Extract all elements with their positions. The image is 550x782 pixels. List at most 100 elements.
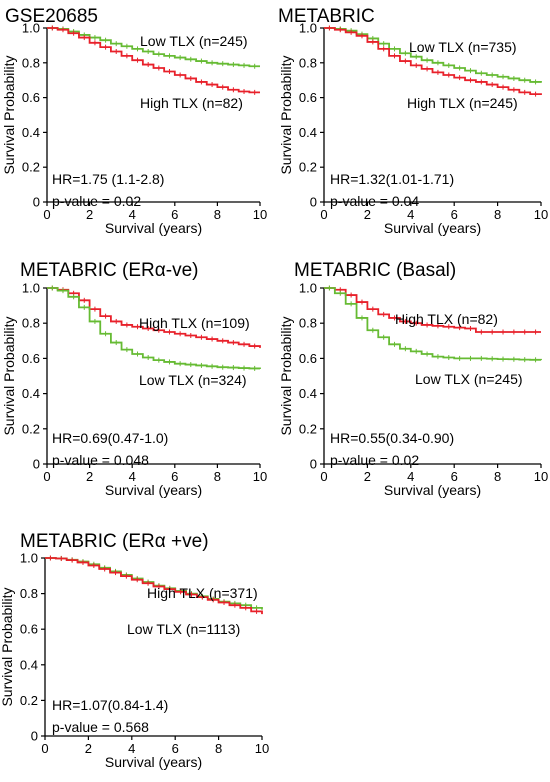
p-value-text: p-value = 0.04 — [330, 193, 419, 209]
y-tick-label: 0 — [33, 457, 40, 472]
hazard-ratio-text: HR=0.55(0.34-0.90) — [330, 430, 454, 446]
x-tick-label: 8 — [214, 207, 221, 222]
y-axis-label: Survival Probability — [0, 587, 15, 706]
y-tick-label: 0 — [310, 457, 317, 472]
x-tick-label: 10 — [534, 469, 548, 484]
y-tick-label: 0.2 — [299, 421, 317, 436]
y-tick-label: 0 — [310, 195, 317, 210]
y-tick-label: 0 — [33, 195, 40, 210]
y-tick-label: 0.4 — [22, 386, 40, 401]
x-tick-label: 6 — [171, 469, 178, 484]
x-tick-label: 2 — [86, 207, 93, 222]
x-tick-label: 0 — [320, 469, 327, 484]
x-tick-label: 0 — [320, 207, 327, 222]
x-axis-label: Survival (years) — [384, 482, 481, 498]
x-tick-label: 0 — [43, 469, 50, 484]
y-tick-label: 0.6 — [299, 90, 317, 105]
x-tick-label: 4 — [129, 469, 136, 484]
y-tick-label: 0.8 — [20, 586, 38, 601]
y-tick-label: 0.4 — [299, 386, 317, 401]
series-label-1: Low TLX (n=245) — [140, 33, 248, 49]
p-value-text: p-value = 0.02 — [52, 193, 141, 209]
x-axis-label: Survival (years) — [105, 754, 202, 770]
series-line-2 — [47, 287, 261, 370]
series-label-2: High TLX (n=245) — [407, 95, 518, 111]
y-axis-label: Survival Probability — [278, 55, 294, 174]
y-axis-label: Survival Probability — [1, 316, 17, 435]
x-tick-label: 8 — [214, 469, 221, 484]
y-tick-label: 0.6 — [22, 90, 40, 105]
y-tick-label: 0.8 — [299, 316, 317, 331]
x-tick-label: 2 — [85, 741, 92, 756]
panel-title: METABRIC (ERα +ve) — [20, 531, 209, 552]
x-tick-label: 8 — [494, 207, 501, 222]
x-tick-label: 6 — [451, 469, 458, 484]
series-label-1: High TLX (n=109) — [139, 315, 250, 331]
series-label-2: High TLX (n=371) — [147, 585, 258, 601]
p-value-text: p-value = 0.02 — [330, 452, 419, 468]
x-tick-label: 10 — [253, 469, 267, 484]
y-tick-label: 0.2 — [299, 160, 317, 175]
series-line-2 — [45, 557, 263, 615]
x-tick-label: 6 — [171, 207, 178, 222]
series-label-2: Low TLX (n=324) — [139, 372, 247, 388]
x-tick-label: 8 — [494, 469, 501, 484]
y-tick-label: 1.0 — [299, 21, 317, 36]
hazard-ratio-text: HR=1.32(1.01-1.71) — [330, 171, 454, 187]
km-panel-3: METABRIC (ERα-ve) 0 0.2 0.4 0.6 0.8 1.0 0 2 4 6 8 10… — [1, 260, 267, 498]
x-tick-label: 10 — [255, 741, 269, 756]
x-axis-label: Survival (years) — [384, 220, 481, 236]
x-tick-label: 10 — [534, 207, 548, 222]
series-label-1: Low TLX (n=735) — [409, 39, 517, 55]
series-line-2 — [324, 27, 542, 96]
panel-title: METABRIC (Basal) — [294, 260, 456, 281]
y-tick-label: 1.0 — [299, 281, 317, 296]
series-label-2: High TLX (n=82) — [140, 95, 243, 111]
x-tick-label: 0 — [43, 207, 50, 222]
y-axis-label: Survival Probability — [278, 316, 294, 435]
x-tick-label: 10 — [253, 207, 267, 222]
series-line-1 — [47, 287, 261, 348]
y-axis-label: Survival Probability — [1, 55, 17, 174]
y-tick-label: 0.4 — [299, 125, 317, 140]
x-tick-label: 6 — [172, 741, 179, 756]
series-label-1: Low TLX (n=1113) — [127, 621, 240, 637]
y-tick-label: 0.8 — [22, 55, 40, 70]
hazard-ratio-text: HR=1.07(0.84-1.4) — [52, 697, 168, 713]
x-axis-label: Survival (years) — [105, 220, 202, 236]
panel-title: METABRIC — [278, 6, 375, 27]
y-tick-label: 0.6 — [20, 622, 38, 637]
series-line-2 — [324, 287, 542, 361]
hazard-ratio-text: HR=0.69(0.47-1.0) — [52, 430, 168, 446]
x-tick-label: 4 — [129, 207, 136, 222]
y-tick-label: 0.2 — [20, 693, 38, 708]
x-tick-label: 2 — [364, 469, 371, 484]
y-tick-label: 1.0 — [22, 281, 40, 296]
p-value-text: p-value = 0.048 — [52, 452, 149, 468]
km-panel-4: METABRIC (Basal) 0 0.2 0.4 0.6 0.8 1.0 0 2 4 6 8 10 S… — [278, 260, 548, 498]
x-tick-label: 2 — [86, 469, 93, 484]
series-label-1: High TLX (n=82) — [395, 311, 498, 327]
km-panel-1: GSE20685 0 0.2 0.4 0.6 0.8 1.0 0 2 4 6 8 10 Survival … — [1, 6, 267, 236]
x-tick-label: 0 — [41, 741, 48, 756]
y-tick-label: 1.0 — [20, 551, 38, 566]
y-tick-label: 0.4 — [20, 657, 38, 672]
y-tick-label: 0.6 — [299, 351, 317, 366]
x-tick-label: 4 — [407, 469, 414, 484]
series-line-1 — [324, 27, 542, 83]
km-panel-5: METABRIC (ERα +ve) 0 0.2 0.4 0.6 0.8 1.0 0 2 4 6 8 1… — [0, 531, 269, 770]
y-tick-label: 0.6 — [22, 351, 40, 366]
panel-title: METABRIC (ERα-ve) — [20, 260, 198, 281]
series-line-1 — [324, 287, 541, 333]
panel-title: GSE20685 — [5, 6, 98, 27]
p-value-text: p-value = 0.568 — [52, 719, 149, 735]
x-tick-label: 8 — [215, 741, 222, 756]
y-tick-label: 0.2 — [22, 160, 40, 175]
y-tick-label: 0.8 — [22, 316, 40, 331]
hazard-ratio-text: HR=1.75 (1.1-2.8) — [52, 171, 164, 187]
km-panel-2: METABRIC 0 0.2 0.4 0.6 0.8 1.0 0 2 4 6 8 10 Survival … — [278, 6, 548, 236]
series-label-2: Low TLX (n=245) — [415, 371, 523, 387]
y-tick-label: 0 — [31, 729, 38, 744]
x-tick-label: 4 — [407, 207, 414, 222]
